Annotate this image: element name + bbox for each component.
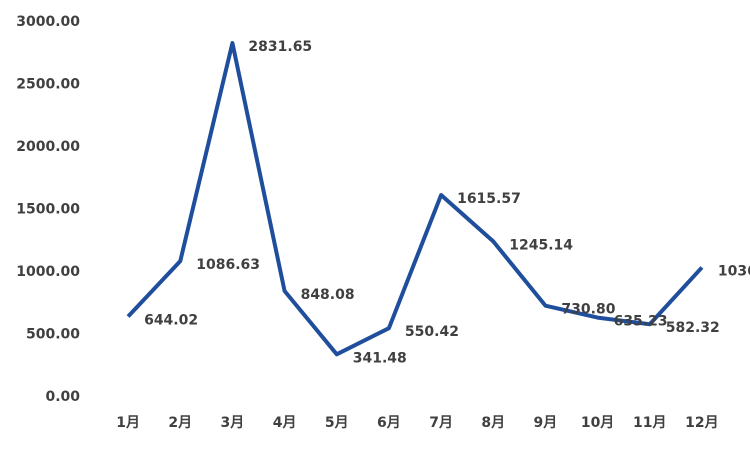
data-label: 848.08 <box>301 287 355 303</box>
x-tick-label: 11月 <box>633 415 666 431</box>
x-tick-label: 4月 <box>273 415 297 431</box>
y-tick-label: 1500.00 <box>16 202 80 218</box>
data-label: 644.02 <box>144 312 198 328</box>
data-label: 582.32 <box>666 320 720 336</box>
data-label: 730.80 <box>561 302 615 318</box>
y-tick-label: 500.00 <box>26 327 80 343</box>
x-tick-label: 2月 <box>168 415 192 431</box>
x-tick-label: 9月 <box>534 415 558 431</box>
data-label: 2831.65 <box>248 39 312 55</box>
data-label: 635.23 <box>614 314 668 330</box>
y-tick-label: 3000.00 <box>16 14 80 30</box>
data-label: 1615.57 <box>457 191 521 207</box>
line <box>126 41 704 357</box>
data-label: 1245.14 <box>509 237 573 253</box>
x-tick-label: 3月 <box>221 415 245 431</box>
x-tick-label: 1月 <box>116 415 140 431</box>
y-tick-label: 2500.00 <box>16 77 80 93</box>
x-tick-label: 8月 <box>481 415 505 431</box>
x-tick-label: 7月 <box>429 415 453 431</box>
data-label: 1036.45 <box>718 263 750 279</box>
x-tick-label: 6月 <box>377 415 401 431</box>
data-label: 550.42 <box>405 324 459 340</box>
data-label: 341.48 <box>353 350 407 366</box>
x-tick-label: 12月 <box>685 415 718 431</box>
y-tick-label: 1000.00 <box>16 264 80 280</box>
x-tick-label: 5月 <box>325 415 349 431</box>
data-label: 1086.63 <box>196 257 260 273</box>
y-tick-label: 2000.00 <box>16 139 80 155</box>
x-tick-label: 10月 <box>581 415 614 431</box>
y-tick-label: 0.00 <box>45 389 80 405</box>
